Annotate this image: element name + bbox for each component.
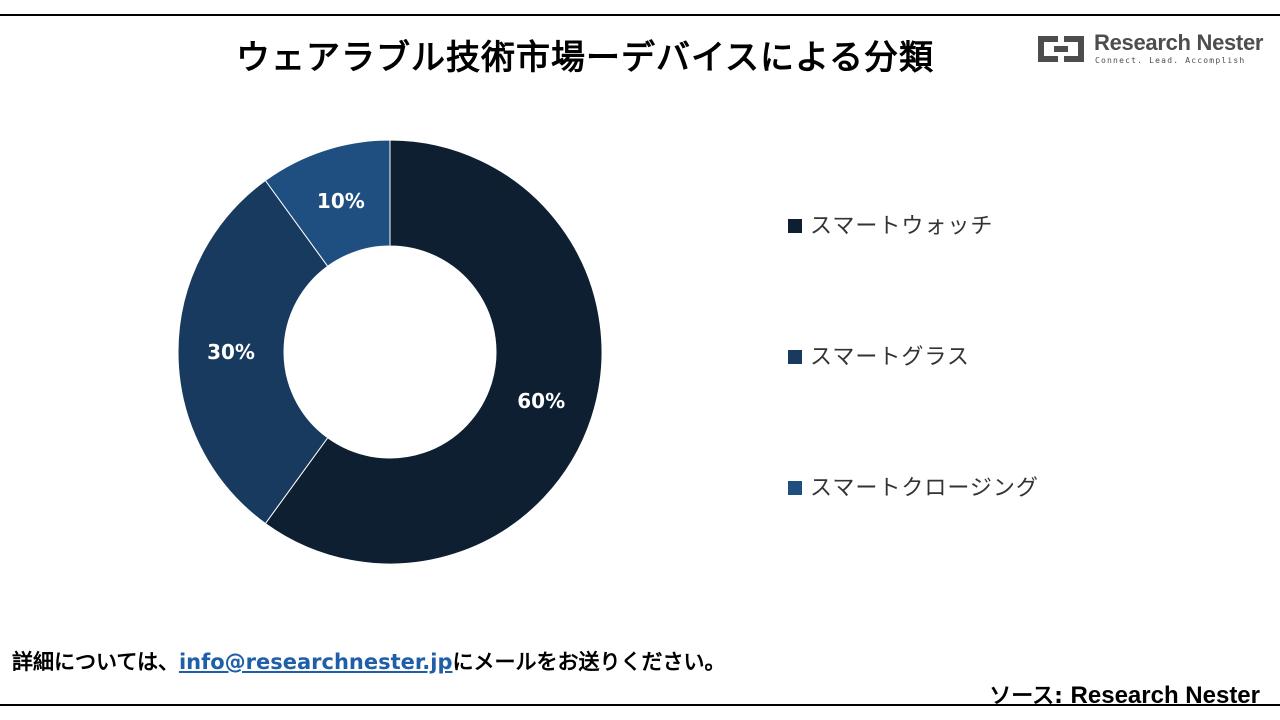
donut-chart: 60% 30% 10% [177,139,603,565]
legend-swatch [788,219,802,233]
data-label-smart-glasses: 30% [207,340,255,364]
top-rule [0,14,1280,16]
legend-label: スマートグラス [810,345,970,370]
legend-label: スマートウォッチ [810,214,994,239]
legend-item-smart-glasses: スマートグラス [788,336,1208,467]
chart-legend: スマートウォッチ スマートグラススマートクロージング [788,205,1208,598]
legend-label: スマートクロージング [810,476,1039,501]
contact-note-suffix: にメールをお送りください。 [452,650,726,674]
data-label-smart-clothing: 10% [317,189,365,213]
donut-slice-smart-glasses [177,179,329,525]
bottom-rule [0,704,1280,706]
research-nester-logo: Research Nester Connect. Lead. Accomplis… [1034,30,1264,70]
legend-swatch [788,350,802,364]
donut-slice-smartwatch [264,139,603,565]
legend-item-smart-clothing: スマートクロージング [788,467,1208,598]
contact-note: 詳細については、info@researchnester.jpにメールをお送りくだ… [12,646,725,676]
legend-swatch [788,481,802,495]
legend-item-smartwatch: スマートウォッチ [788,205,1208,336]
contact-note-prefix: 詳細については、 [12,650,179,674]
data-label-smartwatch: 60% [517,389,565,413]
logo-mark-icon [1038,36,1084,62]
page-title: ウェアラブル技術市場ーデバイスによる分類 [236,38,934,78]
email-link[interactable]: info@researchnester.jp [178,650,453,674]
donut-slice-smart-clothing [264,139,391,267]
logo-name: Research Nester [1094,30,1264,55]
logo-tagline: Connect. Lead. Accomplish [1095,56,1246,65]
